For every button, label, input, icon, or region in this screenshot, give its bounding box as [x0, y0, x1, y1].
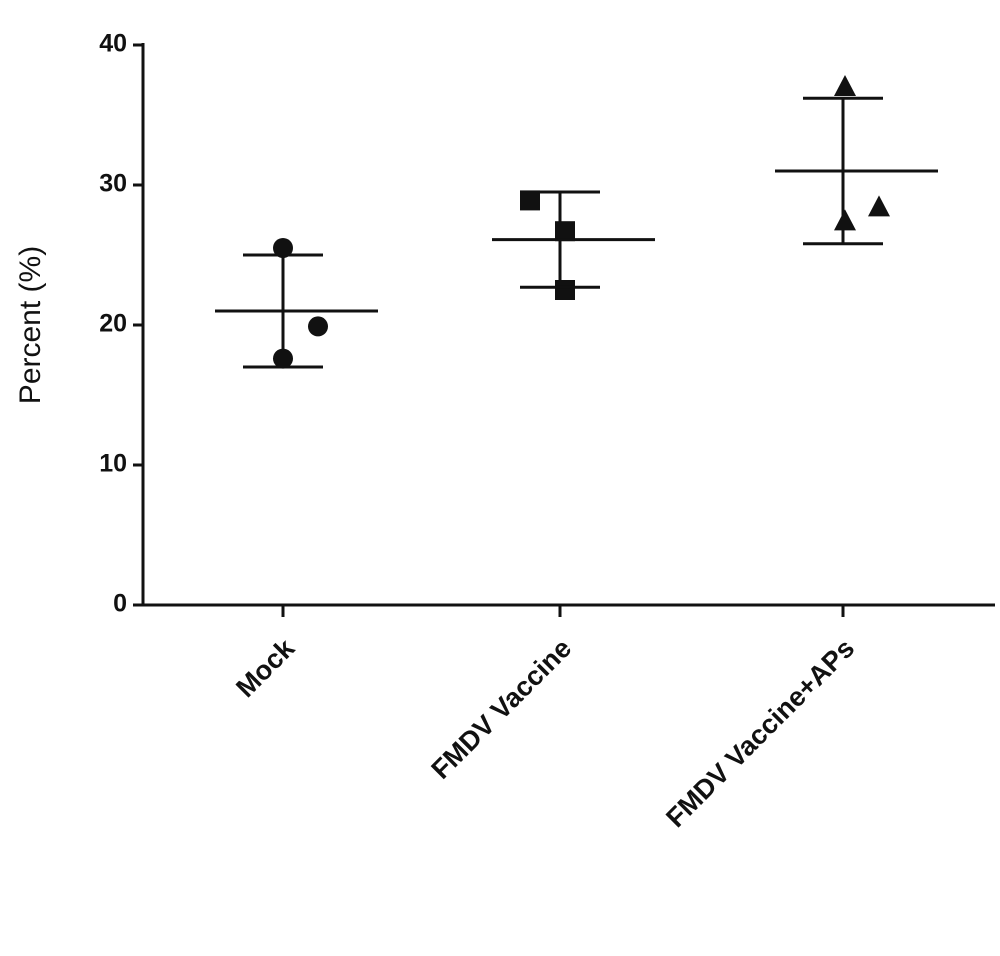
x-tick-label: FMDV Vaccine	[426, 633, 578, 785]
data-point	[868, 195, 890, 217]
x-tick-label: FMDV Vaccine+APs	[660, 633, 860, 833]
data-point	[308, 316, 328, 337]
y-tick-label: 20	[99, 310, 127, 338]
y-tick-label: 10	[99, 450, 127, 478]
y-axis-label: Percent (%)	[14, 246, 47, 404]
data-point	[273, 238, 293, 258]
data-point	[520, 190, 540, 211]
y-tick-label: 30	[99, 170, 127, 198]
y-tick-label: 0	[113, 590, 127, 618]
data-point	[555, 280, 575, 300]
data-point	[834, 75, 856, 96]
data-point	[834, 209, 856, 231]
y-tick-label: 40	[99, 30, 127, 58]
x-tick-label: Mock	[230, 632, 301, 703]
